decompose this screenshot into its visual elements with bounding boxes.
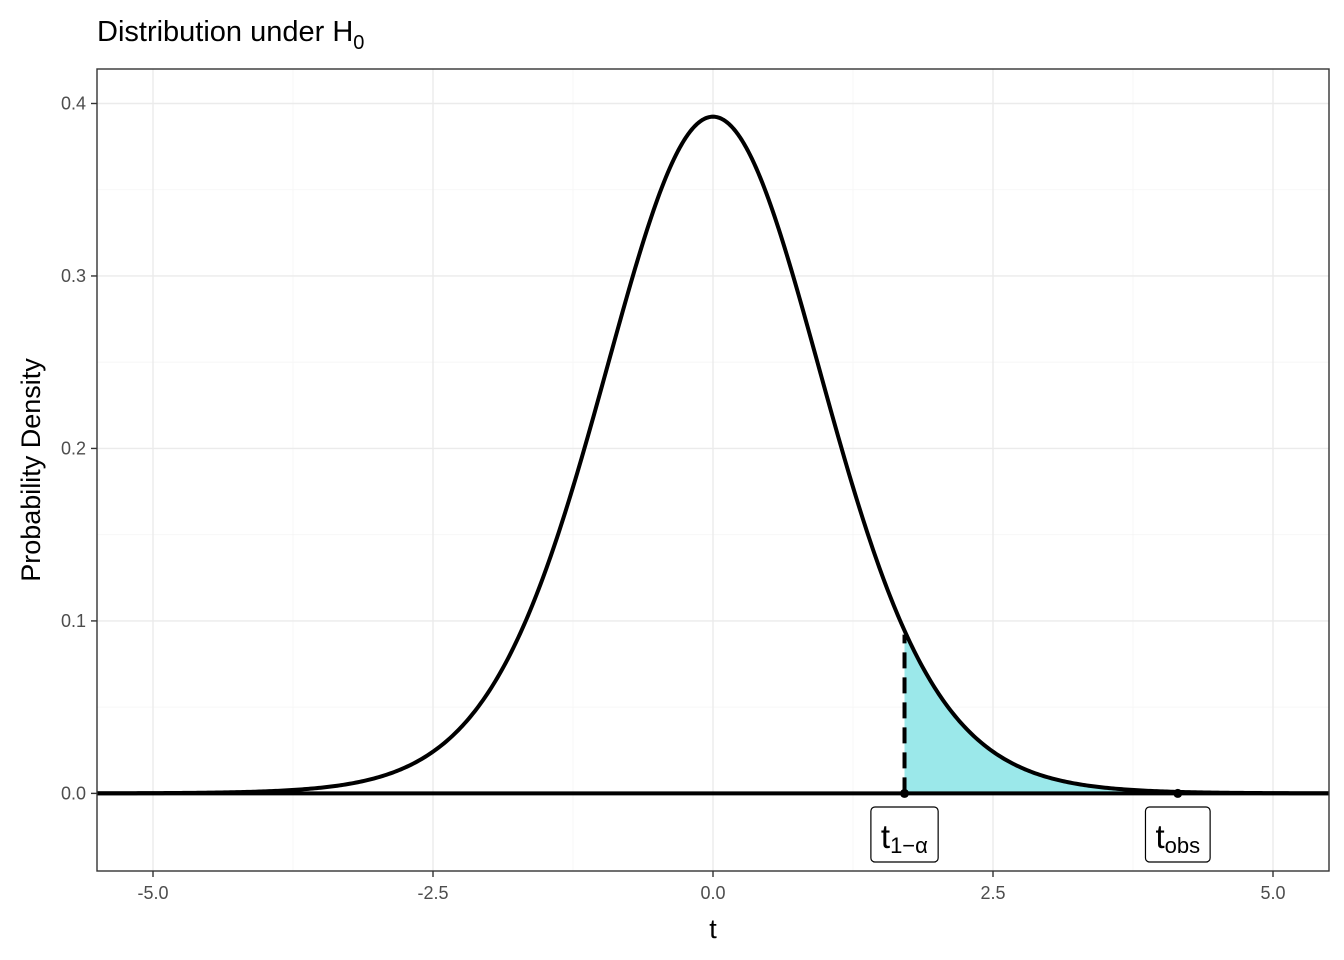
x-tick-label: 2.5 bbox=[980, 883, 1005, 903]
shaded-area-layer bbox=[904, 630, 1184, 794]
y-tick-label: 0.0 bbox=[61, 783, 86, 803]
marker-layer: t1−α tobs bbox=[870, 634, 1211, 863]
label-text: tobs bbox=[1155, 818, 1200, 858]
y-axis: 0.0 0.1 0.2 0.3 0.4 bbox=[61, 93, 97, 803]
x-axis: -5.0 -2.5 0.0 2.5 5.0 bbox=[137, 871, 1286, 903]
density-curve bbox=[96, 114, 1330, 796]
y-tick-label: 0.2 bbox=[61, 438, 86, 458]
x-tick-label: -2.5 bbox=[417, 883, 448, 903]
chart-title: Distribution under H0 bbox=[97, 16, 364, 54]
grid bbox=[97, 69, 1329, 871]
critical-value-point bbox=[900, 788, 910, 798]
density-layer bbox=[96, 114, 1330, 796]
x-axis-title: t bbox=[709, 914, 717, 944]
x-tick-label: 5.0 bbox=[1260, 883, 1285, 903]
critical-value-label: t1−α bbox=[870, 806, 939, 863]
y-tick-label: 0.1 bbox=[61, 611, 86, 631]
x-tick-label: 0.0 bbox=[700, 883, 725, 903]
y-tick-label: 0.4 bbox=[61, 93, 86, 113]
observed-value-point bbox=[1173, 788, 1183, 798]
label-text: t1−α bbox=[881, 818, 928, 858]
label-box bbox=[870, 806, 939, 863]
chart-title-subscript: 0 bbox=[353, 32, 364, 54]
x-tick-label: -5.0 bbox=[137, 883, 168, 903]
label-box bbox=[1144, 806, 1211, 863]
rejection-region-area bbox=[904, 630, 1184, 794]
y-axis-title: Probability Density bbox=[16, 358, 46, 582]
y-tick-label: 0.3 bbox=[61, 266, 86, 286]
observed-value-label: tobs bbox=[1144, 806, 1211, 863]
